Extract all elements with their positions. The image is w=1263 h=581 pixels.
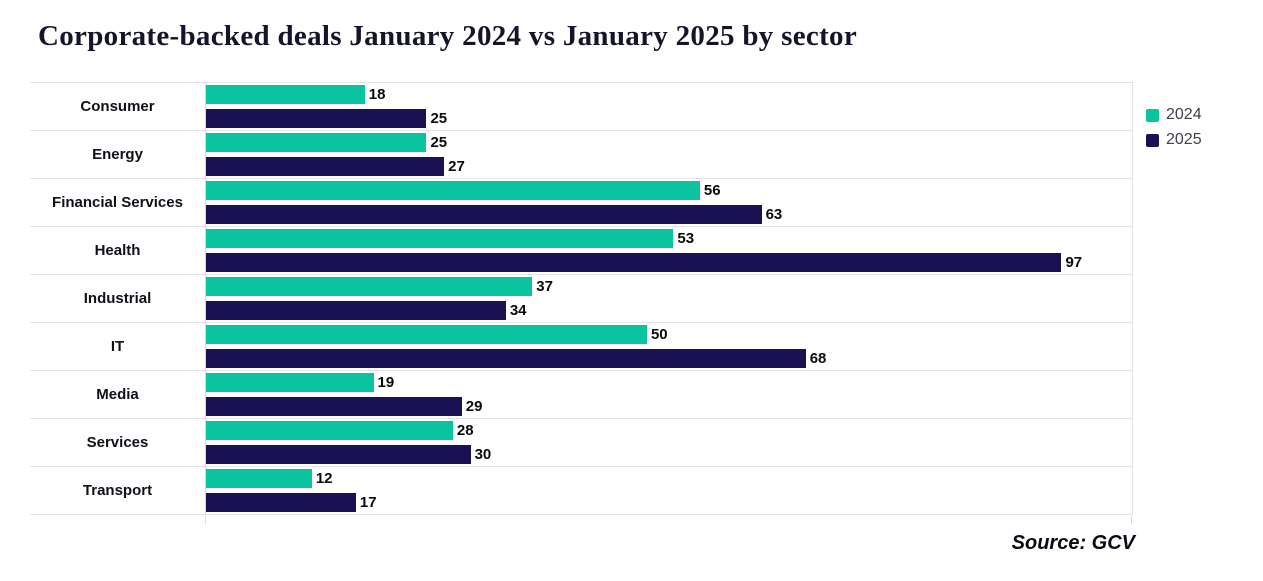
bar-value-2024: 28	[456, 422, 474, 439]
bar-2025	[206, 253, 1062, 272]
bar-value-2024: 56	[703, 182, 721, 199]
category-row: Transport 12 17	[30, 466, 1132, 514]
category-row: Services 28 30	[30, 418, 1132, 466]
bar-line-2024: 12	[206, 469, 1132, 488]
category-label: Energy	[92, 146, 143, 163]
bar-line-2025: 27	[206, 157, 1132, 176]
category-bars: 56 63	[205, 179, 1132, 226]
bar-line-2024: 28	[206, 421, 1132, 440]
bar-2024	[206, 277, 533, 296]
bar-2025	[206, 301, 506, 320]
bar-value-2024: 12	[315, 470, 333, 487]
category-row: IT 50 68	[30, 322, 1132, 370]
bar-value-2025: 25	[430, 110, 448, 127]
bar-value-2025: 63	[765, 206, 783, 223]
category-bars: 19 29	[205, 371, 1132, 418]
category-bars: 25 27	[205, 131, 1132, 178]
bar-2025	[206, 493, 356, 512]
chart-title: Corporate-backed deals January 2024 vs J…	[38, 20, 857, 52]
bar-line-2025: 34	[206, 301, 1132, 320]
bar-line-2024: 18	[206, 85, 1132, 104]
bar-value-2024: 37	[536, 278, 553, 295]
bar-2024	[206, 325, 647, 344]
category-bars: 53 97	[205, 227, 1132, 274]
category-label: Services	[86, 434, 149, 451]
bar-value-2025: 30	[474, 446, 492, 463]
legend-swatch-2024-icon	[1146, 108, 1159, 122]
category-bars: 50 68	[205, 323, 1132, 370]
bar-line-2024: 37	[206, 277, 1132, 296]
bar-line-2024: 56	[206, 181, 1132, 200]
bar-2024	[206, 229, 674, 248]
bar-line-2025: 97	[206, 253, 1132, 272]
category-row: Financial Services 56 63	[30, 178, 1132, 226]
bar-value-2024: 25	[430, 134, 448, 151]
category-bars: 37 34	[205, 275, 1132, 322]
bar-2024	[206, 469, 312, 488]
bar-value-2025: 34	[509, 302, 527, 319]
category-label: Media	[96, 386, 139, 403]
bar-2024	[206, 85, 365, 104]
category-label: IT	[110, 338, 125, 355]
bar-2025	[206, 445, 471, 464]
bar-line-2024: 19	[206, 373, 1132, 392]
category-label: Industrial	[83, 290, 152, 307]
bar-value-2024: 50	[650, 326, 668, 343]
bar-2025	[206, 397, 462, 416]
bar-2024	[206, 133, 427, 152]
category-label: Health	[94, 242, 141, 259]
bar-line-2025: 17	[206, 493, 1132, 512]
bar-2024	[206, 181, 700, 200]
category-row: Media 19 29	[30, 370, 1132, 418]
legend-item-2025: 2025	[1146, 131, 1202, 149]
bar-2025	[206, 109, 427, 128]
source-note: Source: GCV	[1011, 532, 1135, 554]
category-label: Consumer	[80, 98, 155, 115]
bar-2025	[206, 157, 445, 176]
legend-swatch-2025-icon	[1146, 133, 1159, 147]
bar-line-2024: 25	[206, 133, 1132, 152]
bar-value-2025: 97	[1065, 254, 1083, 271]
bar-value-2024: 18	[368, 86, 386, 103]
bar-2025	[206, 205, 762, 224]
bar-value-2025: 17	[359, 494, 377, 511]
bar-value-2025: 29	[465, 398, 483, 415]
bar-2024	[206, 373, 374, 392]
bar-value-2025: 68	[809, 350, 827, 367]
category-label: Transport	[82, 482, 153, 499]
chart-plot-area: Consumer 18 25 Energy 25 27 Financial Services…	[30, 82, 1133, 524]
axis-tick-left	[205, 516, 206, 524]
bar-value-2025: 27	[448, 158, 465, 175]
category-row: Energy 25 27	[30, 130, 1132, 178]
bar-line-2025: 29	[206, 397, 1132, 416]
bar-line-2025: 25	[206, 109, 1132, 128]
bar-2024	[206, 421, 453, 440]
bar-line-2025: 63	[206, 205, 1132, 224]
category-label: Financial Services	[52, 194, 183, 211]
bar-line-2024: 53	[206, 229, 1132, 248]
axis-tick-right	[1131, 516, 1132, 524]
bar-value-2024: 53	[677, 230, 695, 247]
category-row: Consumer 18 25	[30, 83, 1132, 130]
bar-2025	[206, 349, 806, 368]
category-bars: 18 25	[205, 83, 1132, 130]
bar-line-2025: 68	[206, 349, 1132, 368]
category-row: Health 53 97	[30, 226, 1132, 274]
chart-legend: 2024 2025	[1146, 106, 1202, 149]
bar-line-2024: 50	[206, 325, 1132, 344]
legend-label-2024: 2024	[1166, 106, 1202, 123]
legend-item-2024: 2024	[1146, 106, 1202, 124]
category-bars: 28 30	[205, 419, 1132, 466]
legend-label-2025: 2025	[1166, 131, 1202, 148]
bar-line-2025: 30	[206, 445, 1132, 464]
bar-value-2024: 19	[377, 374, 395, 391]
category-row: Industrial 37 34	[30, 274, 1132, 322]
category-bars: 12 17	[205, 467, 1132, 514]
